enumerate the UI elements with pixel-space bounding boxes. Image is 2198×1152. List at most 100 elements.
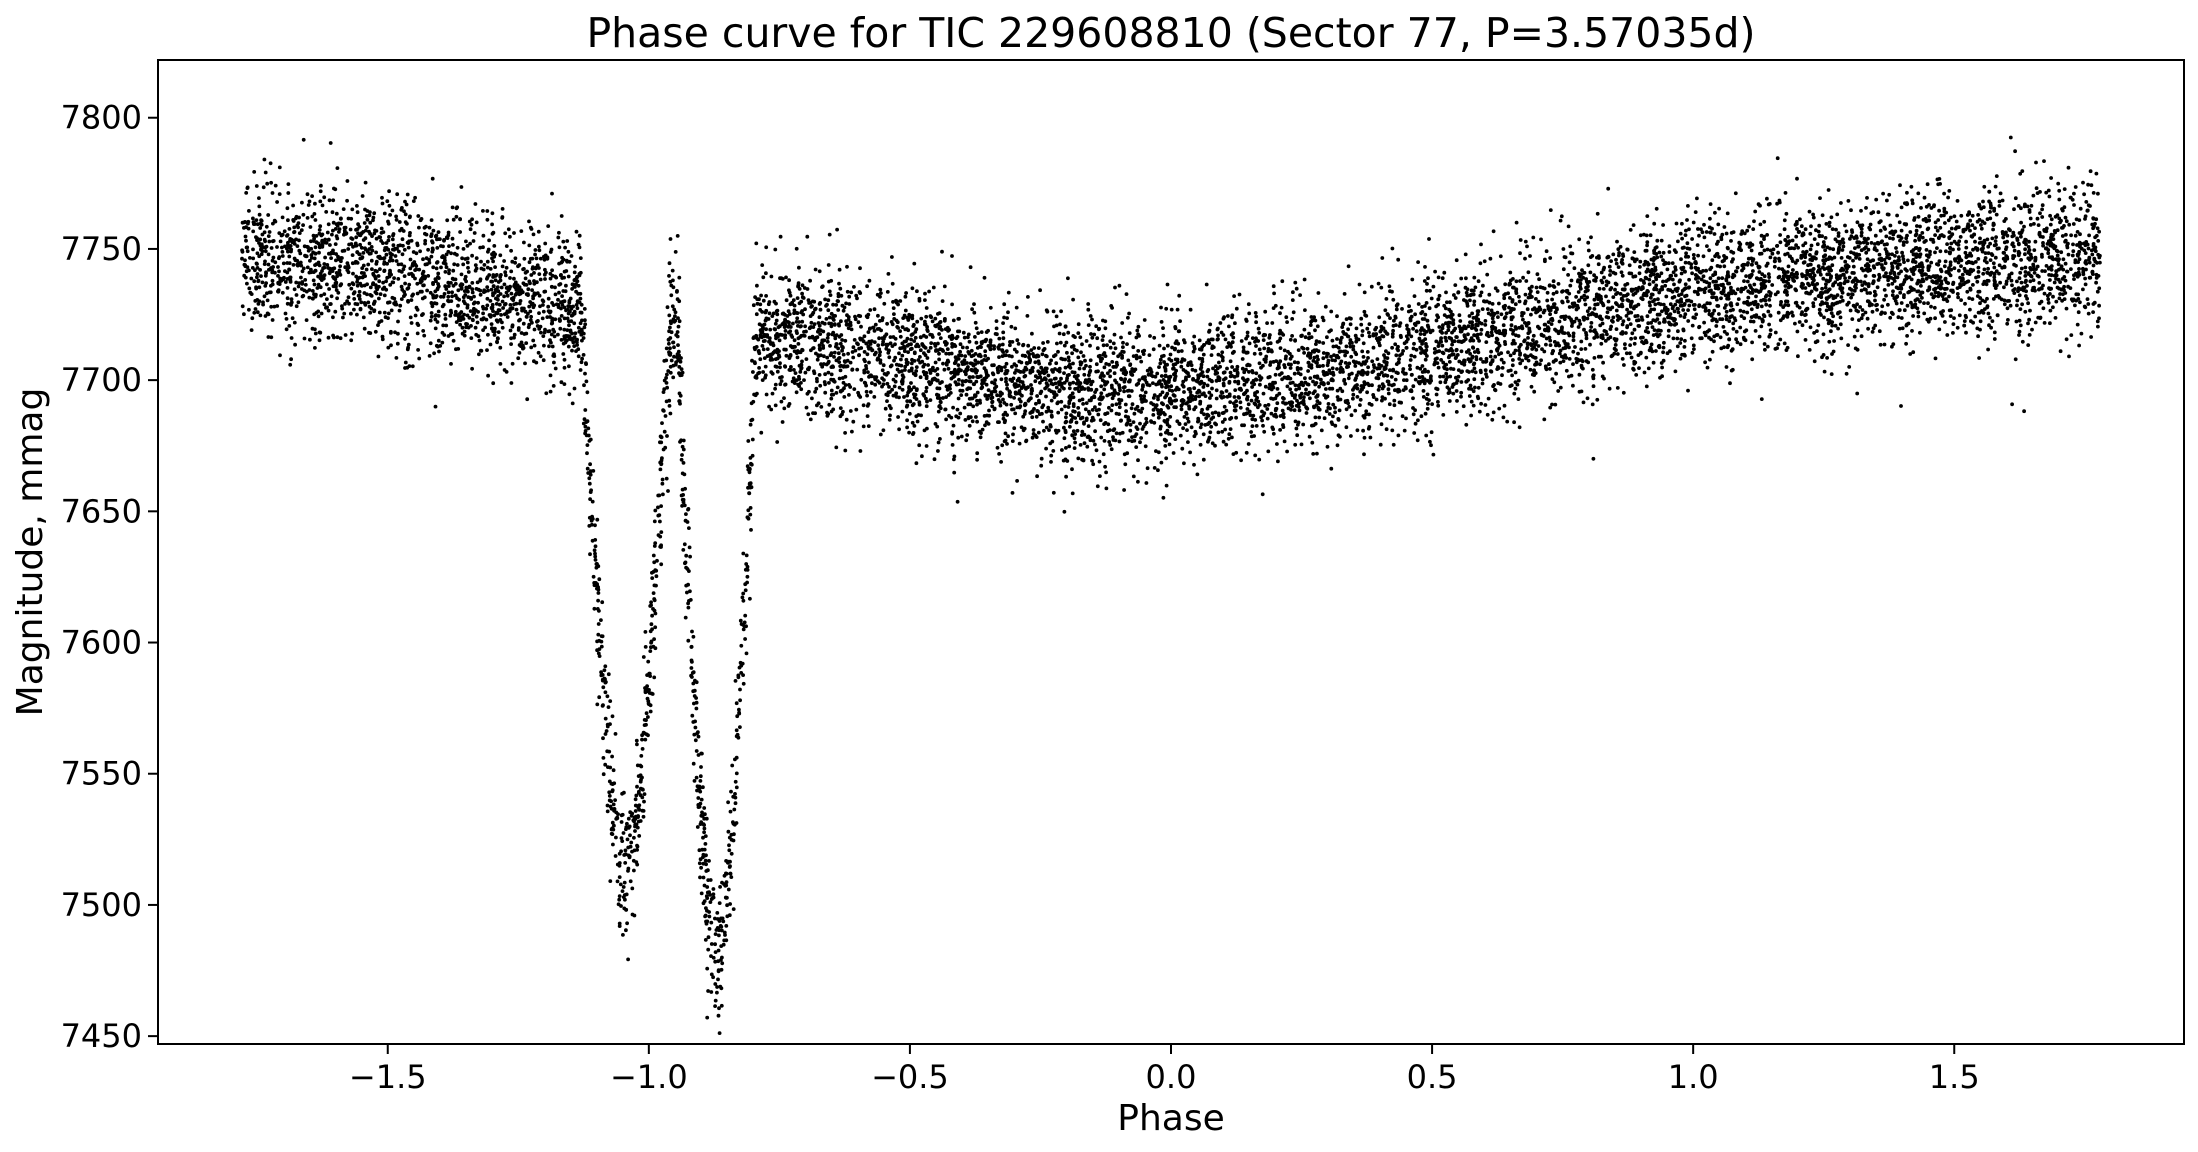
data-point <box>1815 242 1820 247</box>
data-point <box>1952 239 1957 244</box>
data-point <box>1588 270 1593 275</box>
data-point <box>653 508 658 513</box>
data-point <box>944 417 948 422</box>
data-point <box>936 449 940 453</box>
data-point <box>1083 407 1088 412</box>
data-point <box>1718 335 1723 340</box>
data-point <box>1124 409 1128 414</box>
data-point <box>1302 327 1307 332</box>
data-point <box>1245 407 1250 411</box>
data-point <box>1675 344 1680 349</box>
data-point <box>1001 330 1006 335</box>
data-point <box>1978 301 1982 306</box>
data-point <box>2044 264 2049 268</box>
data-point <box>2034 186 2039 191</box>
data-point <box>611 768 616 773</box>
data-point <box>663 414 668 418</box>
data-point <box>1720 317 1725 322</box>
data-point <box>956 363 961 367</box>
data-point <box>1521 275 1525 280</box>
data-point <box>2037 281 2042 285</box>
data-point <box>453 309 458 314</box>
data-point <box>1090 317 1094 322</box>
data-point <box>1018 399 1023 404</box>
data-point <box>2032 222 2036 226</box>
data-point <box>575 343 579 347</box>
data-point <box>576 242 581 247</box>
data-point <box>1943 221 1947 225</box>
data-point <box>403 360 408 365</box>
data-point <box>1838 315 1843 320</box>
data-point <box>1021 343 1025 348</box>
data-point <box>2020 339 2025 344</box>
data-point <box>1010 491 1015 495</box>
data-point <box>1261 338 1266 342</box>
data-point <box>722 938 727 943</box>
data-point <box>691 634 696 639</box>
data-point <box>1915 306 1920 311</box>
data-point <box>1833 323 1838 328</box>
data-point <box>907 411 912 416</box>
data-point <box>1034 435 1039 439</box>
data-point <box>1621 319 1626 324</box>
data-point <box>970 419 975 424</box>
data-point <box>311 233 316 238</box>
data-point <box>1030 331 1034 336</box>
data-point <box>461 262 466 267</box>
data-point <box>319 183 323 188</box>
data-point <box>885 381 890 386</box>
data-point <box>559 380 564 385</box>
data-point <box>769 407 774 412</box>
data-point <box>1582 297 1587 302</box>
data-point <box>1844 265 1849 270</box>
data-point <box>749 528 753 532</box>
data-point <box>1293 280 1298 285</box>
data-point <box>1513 302 1518 307</box>
data-point <box>1886 283 1891 287</box>
data-point <box>1550 377 1555 381</box>
data-point <box>1873 233 1878 238</box>
data-point <box>365 209 370 213</box>
data-point <box>713 998 718 1003</box>
data-point <box>1051 449 1056 453</box>
data-point <box>287 267 292 272</box>
data-point <box>1673 369 1678 374</box>
data-point <box>1233 321 1237 326</box>
data-point <box>770 391 775 396</box>
data-point <box>2020 302 2024 307</box>
data-point <box>2044 190 2049 195</box>
data-point <box>490 211 495 216</box>
data-point <box>1859 227 1864 231</box>
data-point <box>389 343 393 348</box>
data-point <box>964 438 969 443</box>
data-point <box>1601 360 1605 365</box>
data-point <box>1535 272 1540 277</box>
data-point <box>1538 285 1543 290</box>
data-point <box>1278 428 1282 432</box>
data-point <box>814 386 819 391</box>
data-point <box>1548 208 1553 213</box>
data-point <box>1782 227 1787 232</box>
data-point <box>432 351 436 356</box>
data-point <box>498 253 503 258</box>
data-point <box>247 286 252 291</box>
data-point <box>1210 346 1215 350</box>
data-point <box>255 262 259 266</box>
data-point <box>1939 286 1944 290</box>
data-point <box>818 347 822 352</box>
data-point <box>1426 276 1430 281</box>
data-point <box>964 378 969 383</box>
data-point <box>1442 270 1447 275</box>
data-point <box>397 220 402 224</box>
data-point <box>657 513 662 517</box>
data-point <box>1468 298 1472 303</box>
data-point <box>553 317 558 322</box>
data-point <box>1937 208 1941 213</box>
data-point <box>495 336 500 340</box>
data-point <box>1894 246 1898 250</box>
data-point <box>1659 238 1664 243</box>
data-point <box>1330 358 1335 362</box>
data-point <box>1942 191 1946 196</box>
data-point <box>1992 278 1997 283</box>
data-point <box>326 266 330 270</box>
